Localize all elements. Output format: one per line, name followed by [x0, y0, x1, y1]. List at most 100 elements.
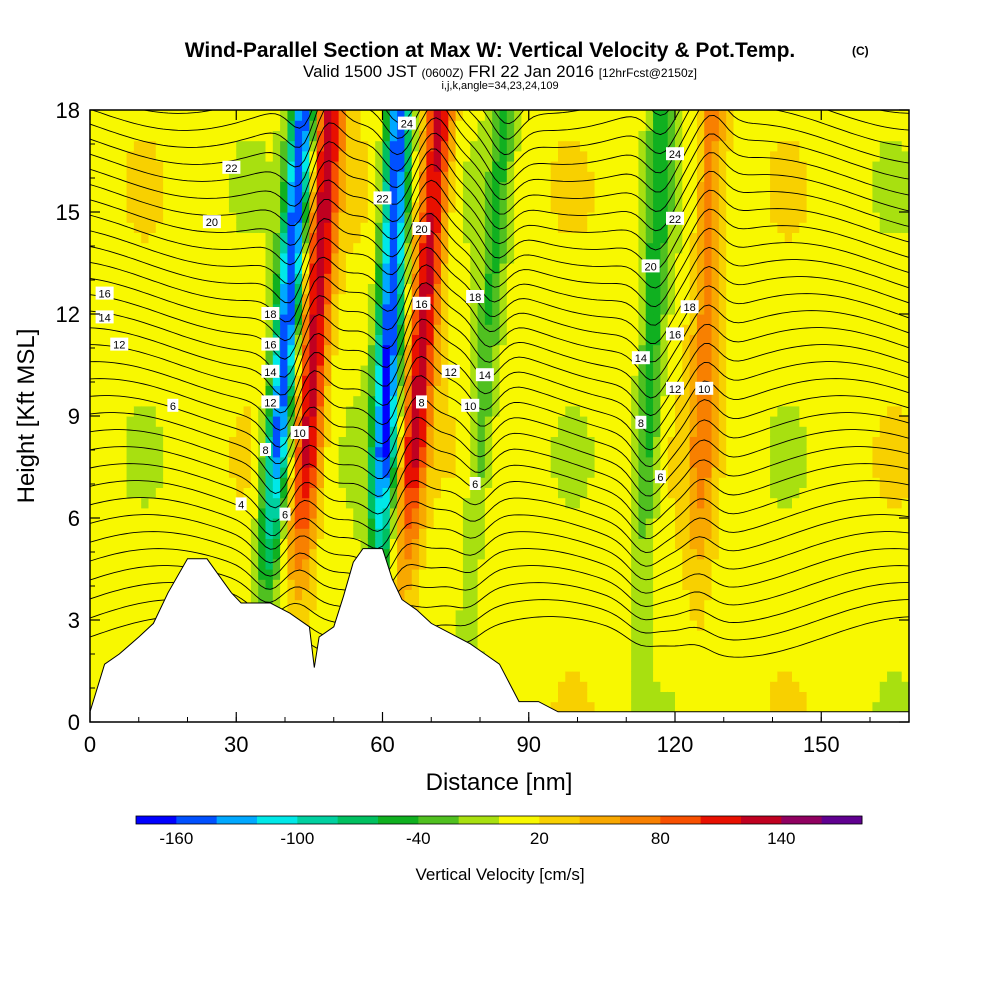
field-cell [170, 487, 179, 499]
field-cell [441, 140, 449, 152]
field-cell [404, 191, 413, 203]
field-cell [250, 293, 259, 305]
field-cell [111, 518, 120, 529]
field-cell [675, 232, 683, 244]
field-cell [119, 446, 128, 458]
field-cell [558, 467, 566, 478]
field-cell [616, 263, 625, 274]
field-cell [667, 354, 676, 366]
field-cell [623, 110, 632, 121]
field-cell [104, 395, 113, 407]
field-cell [433, 314, 442, 325]
field-cell [236, 477, 245, 488]
field-cell [448, 273, 457, 284]
field-cell [353, 263, 362, 274]
field-cell [455, 375, 464, 386]
field-cell [565, 395, 574, 407]
field-cell [214, 548, 223, 560]
field-cell [287, 548, 296, 560]
field-cell [141, 487, 150, 499]
field-cell [375, 405, 384, 417]
field-cell [367, 110, 376, 121]
field-cell [433, 222, 442, 233]
field-cell [411, 110, 420, 121]
field-cell [287, 436, 296, 448]
field-cell [170, 242, 179, 254]
field-cell [484, 212, 493, 223]
field-cell [170, 354, 179, 366]
field-cell [660, 416, 669, 427]
field-cell [148, 477, 157, 488]
field-cell [221, 303, 230, 315]
field-cell [594, 344, 603, 356]
field-cell [433, 344, 442, 356]
field-cell [236, 416, 245, 427]
field-cell [280, 120, 289, 131]
field-cell [631, 630, 640, 641]
field-cell [192, 303, 201, 315]
field-cell [243, 569, 252, 580]
field-cell [389, 436, 398, 448]
field-cell [148, 375, 157, 386]
field-cell [448, 303, 457, 315]
field-cell [514, 191, 523, 203]
field-cell [616, 620, 625, 631]
field-cell [104, 589, 113, 601]
field-cell [250, 303, 259, 315]
field-cell [316, 242, 325, 254]
field-cell [214, 252, 223, 264]
field-cell [448, 110, 457, 121]
field-cell [492, 579, 501, 590]
field-cell [558, 212, 566, 223]
field-cell [111, 303, 120, 315]
field-cell [338, 405, 347, 417]
field-cell [316, 375, 325, 386]
field-cell [506, 161, 515, 172]
field-cell [521, 252, 530, 264]
field-cell [104, 528, 113, 539]
field-cell [689, 477, 698, 488]
field-cell [192, 456, 201, 468]
field-cell [265, 487, 274, 499]
field-cell [492, 252, 501, 264]
field-cell [506, 263, 515, 274]
field-cell [484, 538, 493, 550]
field-cell [148, 456, 157, 468]
field-cell [521, 487, 530, 499]
field-cell [272, 191, 281, 203]
field-cell [280, 242, 289, 254]
field-cell [514, 497, 523, 509]
field-cell [455, 456, 464, 468]
field-cell [594, 569, 603, 580]
field-cell [104, 263, 113, 274]
field-cell [265, 569, 274, 580]
field-cell [470, 579, 479, 590]
field-cell [111, 201, 120, 213]
field-cell [623, 477, 632, 488]
field-cell [272, 242, 281, 254]
field-cell [594, 558, 603, 570]
field-cell [448, 446, 457, 458]
field-cell [645, 477, 654, 488]
field-cell [338, 579, 347, 590]
field-cell [426, 477, 435, 488]
field-cell [565, 538, 574, 550]
field-cell [228, 416, 237, 427]
field-cell [177, 140, 186, 152]
field-cell [682, 232, 691, 244]
field-cell [645, 507, 654, 519]
field-cell [309, 242, 318, 254]
field-cell [470, 110, 479, 121]
field-cell [324, 609, 332, 621]
field-cell [250, 385, 259, 397]
field-cell [338, 528, 347, 539]
field-cell [638, 558, 647, 570]
field-cell [528, 365, 537, 376]
field-cell [528, 569, 537, 580]
field-cell [601, 467, 610, 478]
field-cell [360, 191, 369, 203]
field-cell [601, 385, 610, 397]
field-cell [579, 314, 588, 325]
field-cell [419, 385, 427, 397]
field-cell [601, 140, 610, 152]
